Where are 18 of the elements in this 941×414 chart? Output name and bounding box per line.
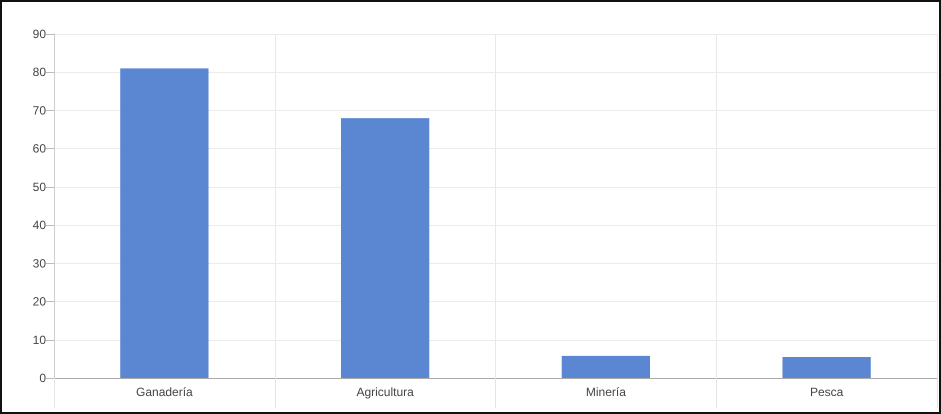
y-tick-label: 60: [32, 142, 46, 156]
y-tick-label: 90: [32, 27, 46, 41]
y-tick-label: 50: [32, 180, 46, 194]
y-tick-label: 80: [32, 65, 46, 80]
y-tick-label: 10: [32, 332, 46, 347]
y-tick-label: 20: [32, 294, 46, 309]
x-tick-label: Minería: [586, 385, 626, 399]
x-tick-label: Ganadería: [136, 385, 194, 399]
bar: [782, 356, 871, 378]
y-tick-label: 0: [39, 371, 46, 385]
x-tick-label: Pesca: [810, 385, 844, 399]
bar: [340, 118, 430, 378]
bar: [120, 68, 209, 378]
y-tick-label: 30: [32, 256, 46, 270]
bar: [562, 356, 650, 378]
y-tick-label: 70: [32, 103, 46, 118]
x-tick-label: Agricultura: [356, 385, 414, 399]
y-tick-label: 40: [32, 218, 46, 232]
